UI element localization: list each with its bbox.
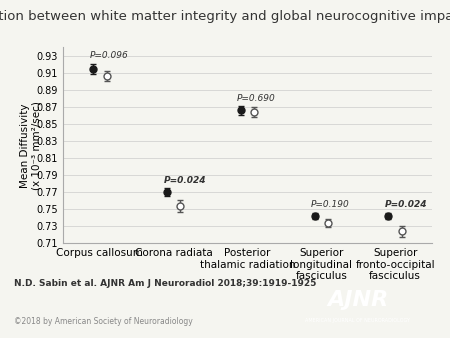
Text: P=0.096: P=0.096 <box>90 51 128 60</box>
Text: AJNR: AJNR <box>327 290 388 311</box>
Text: ©2018 by American Society of Neuroradiology: ©2018 by American Society of Neuroradiol… <box>14 317 192 326</box>
Text: P=0.190: P=0.190 <box>311 200 350 209</box>
Text: P=0.024: P=0.024 <box>163 175 206 185</box>
Text: N.D. Sabin et al. AJNR Am J Neuroradiol 2018;39:1919-1925: N.D. Sabin et al. AJNR Am J Neuroradiol … <box>14 279 316 288</box>
Text: P=0.024: P=0.024 <box>385 200 427 209</box>
Text: P=0.690: P=0.690 <box>237 94 276 103</box>
Text: AMERICAN JOURNAL OF NEURORADIOLOGY: AMERICAN JOURNAL OF NEURORADIOLOGY <box>305 318 410 323</box>
Y-axis label: Mean Diffusivity
(x 10⁻³ mm²/sec): Mean Diffusivity (x 10⁻³ mm²/sec) <box>20 101 42 190</box>
Text: Association between white matter integrity and global neurocognitive impairment.: Association between white matter integri… <box>0 10 450 23</box>
